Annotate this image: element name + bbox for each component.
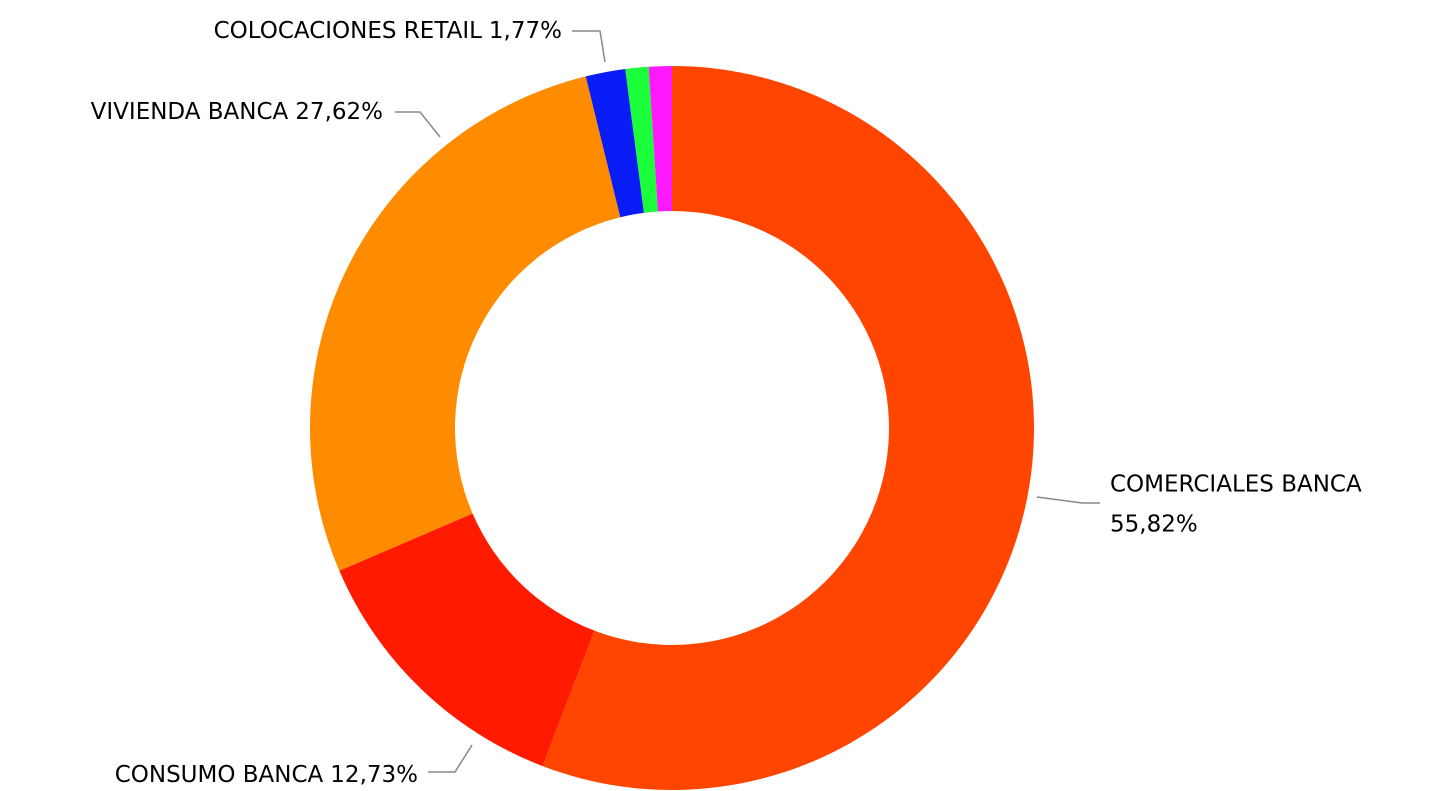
- leader-line: [395, 111, 441, 138]
- slice: [625, 66, 658, 213]
- slice-label: COMERCIALES BANCA: [1110, 472, 1362, 498]
- category-name: VIVIENDA BANCA: [91, 99, 289, 125]
- slice: [542, 66, 1034, 790]
- slice-label: CONSUMO BANCA 12,73%: [115, 762, 418, 788]
- leader-line: [572, 30, 606, 63]
- slice: [339, 513, 595, 767]
- slice-label: VIVIENDA BANCA 27,62%: [91, 99, 383, 125]
- slice-label: COLOCACIONES RETAIL 1,77%: [214, 18, 562, 44]
- value-label: 12,73%: [330, 762, 418, 788]
- leader-line: [1036, 496, 1100, 504]
- category-name: COLOCACIONES RETAIL: [214, 18, 483, 44]
- slice: [648, 66, 672, 212]
- slice: [310, 76, 621, 571]
- slice-value-label: 55,82%: [1110, 512, 1198, 538]
- value-label: 27,62%: [295, 99, 383, 125]
- category-name: CONSUMO BANCA: [115, 762, 324, 788]
- leader-line: [428, 744, 473, 773]
- value-label: 1,77%: [489, 18, 562, 44]
- slice: [585, 69, 644, 218]
